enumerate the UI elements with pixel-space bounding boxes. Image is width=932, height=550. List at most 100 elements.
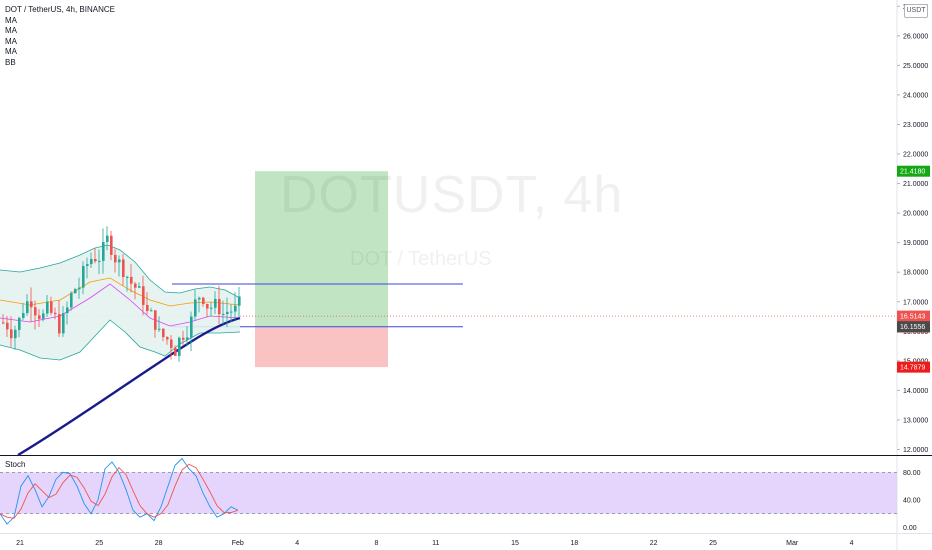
symbol-title[interactable]: DOT / TetherUS, 4h, BINANCE [5, 5, 115, 14]
chart-watermark-name: DOT / TetherUS [350, 248, 492, 270]
candle-body [30, 301, 33, 308]
candle-body [198, 297, 201, 300]
candle-body [222, 313, 225, 315]
candle-body [74, 289, 77, 294]
candle-body [214, 298, 217, 308]
candle-body [66, 307, 69, 314]
price-tick-label: 24.0000 [903, 92, 928, 99]
last-price-tag: 16.5143 [900, 314, 925, 321]
candle-body [90, 258, 93, 265]
target-price-tag: 21.4180 [900, 169, 925, 176]
candle-body [142, 286, 145, 305]
candle-body [50, 301, 53, 313]
indicator-bb[interactable]: BB [5, 57, 16, 67]
candle-body [86, 264, 89, 266]
price-tick-label: 14.0000 [903, 388, 928, 395]
candle-body [150, 310, 153, 312]
candle-body [234, 305, 237, 312]
candle-body [34, 307, 37, 316]
candle-body [98, 260, 101, 262]
last-price-tag-bg [897, 310, 930, 322]
stoch-band [0, 472, 897, 514]
time-axis-label: 8 [374, 540, 378, 547]
time-axis-label: 4 [295, 540, 299, 547]
candle-body [106, 235, 109, 243]
candle-body [14, 329, 17, 339]
time-axis-label: 11 [432, 540, 439, 547]
indicator-ma-4[interactable]: MA [5, 47, 17, 56]
candle-body [202, 297, 205, 305]
ma-trend [17, 316, 241, 457]
candle-body [194, 299, 197, 317]
candle-body [170, 339, 173, 348]
candle-body [158, 328, 161, 330]
indicator-ma-2[interactable]: MA [5, 26, 17, 35]
time-axis-label: Feb [232, 540, 244, 547]
stoch-pane-label[interactable]: Stoch [5, 460, 26, 469]
candle-body [122, 259, 125, 278]
stop-price-tag-bg [897, 361, 930, 373]
chart-legend: DOT / TetherUS, 4h, BINANCE MA MA MA MA … [5, 5, 115, 68]
time-axis-label: Mar [786, 540, 799, 547]
price-tick-label: 19.0000 [903, 240, 928, 247]
candle-body [46, 301, 49, 314]
candle-body [82, 265, 85, 288]
time-axis-label: 25 [95, 540, 103, 547]
ma-pink [0, 283, 241, 327]
currency-button[interactable]: USDT [904, 4, 928, 18]
price-tick-label: 23.0000 [903, 122, 928, 129]
candle-body [94, 258, 97, 262]
candle-body [126, 276, 129, 278]
candle-body [102, 242, 105, 261]
chart-watermark-ticker: DOTUSDT, 4h [280, 166, 624, 224]
price-tick-label: 26.0000 [903, 33, 928, 40]
price-tick-label: 22.0000 [903, 152, 928, 159]
candle-body [174, 347, 177, 356]
price-tick-label: 13.0000 [903, 417, 928, 424]
candle-body [26, 301, 29, 314]
bollinger-lower [0, 319, 241, 361]
candle-body [218, 298, 221, 315]
candle-body [238, 296, 241, 306]
price-tick-label: 21.0000 [903, 181, 928, 188]
indicator-ma-1[interactable]: MA [5, 15, 17, 25]
price-tick-label: 12.0000 [903, 447, 928, 454]
candle-body [182, 337, 185, 340]
time-axis-label: 18 [571, 540, 579, 547]
candle-body [178, 337, 181, 356]
candle-body [18, 317, 21, 330]
stoch-tick-label: 0.00 [903, 525, 917, 532]
candle-body [210, 307, 213, 309]
bollinger-upper [0, 244, 241, 299]
candle-body [186, 337, 189, 340]
candle-body [146, 304, 149, 311]
target-price-tag-bg [897, 165, 930, 177]
candle-body [58, 314, 61, 334]
time-axis-label: 15 [511, 540, 519, 547]
loss-zone [255, 326, 388, 368]
stoch-tick-label: 40.00 [903, 497, 921, 504]
candle-body [62, 313, 65, 334]
candle-body [6, 322, 9, 330]
candle-body [190, 316, 193, 338]
indicator-ma-3[interactable]: MA [5, 36, 17, 46]
time-axis-label: 28 [155, 540, 163, 547]
candle-body [154, 310, 157, 330]
time-axis-label: 4 [850, 540, 854, 547]
candle-body [118, 259, 121, 263]
stoch-d-line [0, 463, 239, 519]
time-axis-label: 21 [16, 540, 24, 547]
entry-price-tag-bg [897, 321, 930, 333]
candle-body [130, 276, 133, 284]
candle-body [38, 315, 41, 319]
candle-body [78, 287, 81, 290]
candle-body [110, 235, 113, 255]
candle-body [138, 286, 141, 288]
entry-price-tag: 16.1556 [900, 324, 925, 331]
stop-price-tag: 14.7879 [900, 365, 925, 372]
candle-body [114, 254, 117, 263]
time-axis-label: 22 [650, 540, 658, 547]
time-axis-label: 25 [709, 540, 717, 547]
price-tick-label: 18.0000 [903, 270, 928, 277]
